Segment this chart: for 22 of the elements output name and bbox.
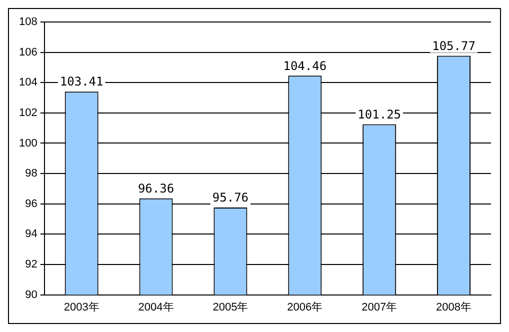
- data-label: 96.36: [138, 182, 174, 196]
- y-tick-label: 96: [25, 198, 38, 210]
- data-label: 103.41: [60, 74, 104, 89]
- y-tick-label: 108: [18, 16, 38, 28]
- x-tick-label: 2007年: [362, 301, 398, 314]
- y-tick-label: 94: [25, 228, 38, 240]
- data-label: 101.25: [358, 107, 402, 122]
- y-tick-label: 92: [25, 258, 38, 271]
- y-tick-label: 90: [25, 288, 38, 301]
- y-tick-label: 98: [25, 168, 38, 180]
- y-tick-label: 102: [18, 106, 38, 119]
- x-tick-label: 2003年: [64, 301, 100, 314]
- x-tick-label: 2005年: [212, 301, 248, 314]
- data-label: 105.77: [432, 38, 476, 53]
- data-label: 95.76: [212, 190, 249, 205]
- y-tick-label: 106: [18, 46, 38, 58]
- x-tick-label: 2004年: [138, 301, 174, 314]
- data-label: 104.46: [283, 58, 327, 73]
- y-tick-label: 104: [18, 76, 38, 89]
- x-tick-label: 2006年: [287, 301, 323, 314]
- y-tick-label: 100: [18, 137, 38, 150]
- x-tick-label: 2008年: [436, 301, 472, 314]
